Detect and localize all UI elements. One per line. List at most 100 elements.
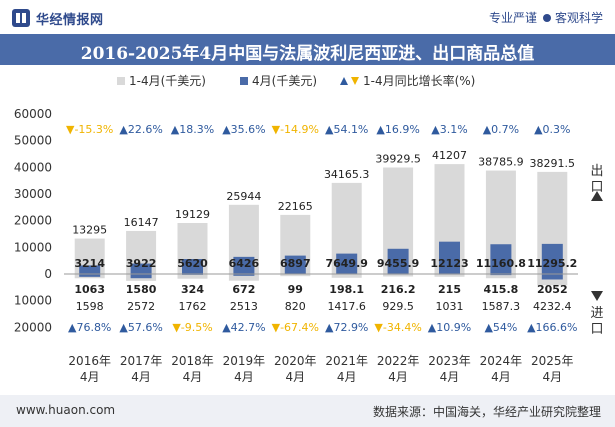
import-april-bar [130,274,152,279]
y-tick-label: 30000 [14,187,52,201]
export-growth-label: ▲35.6% [222,123,265,136]
import-cumulative-bar [177,274,208,279]
import-cumulative-label: 1598 [76,300,104,313]
import-growth-label: ▲72.9% [325,321,368,334]
chart-title: 2016-2025年4月中国与法属波利尼西亚进、出口商品总值 [80,44,535,64]
import-growth-label: ▲10.9% [428,321,471,334]
export-cumulative-label: 38291.5 [530,157,576,170]
export-cumulative-label: 34165.3 [324,168,370,181]
export-april-label: 7649.9 [325,257,367,270]
y-tick-label: 50000 [14,134,52,148]
import-april-bar [233,274,255,276]
export-april-bar [182,259,203,274]
side-label-import-char2: 口 [590,322,603,337]
export-april-bar [336,253,358,274]
export-growth-label: ▲22.6% [119,123,162,136]
import-cumulative-bar [537,274,568,286]
export-cumulative-label: 38785.9 [478,156,524,169]
y-tick-label: 0 [44,267,52,281]
import-growth-label: ▲76.8% [68,321,111,334]
legend-label-growth: 1-4月同比增长率(%) [363,73,475,88]
import-growth-label: ▲57.6% [119,321,162,334]
x-tick-label-year: 2022年 [377,354,420,368]
export-cumulative-label: 16147 [124,216,159,229]
x-tick-label-year: 2021年 [325,354,368,368]
export-cumulative-label: 41207 [432,149,467,162]
import-cumulative-label: 1587.3 [482,300,521,313]
legend-swatch-april [240,77,248,85]
chart: 1-4月(千美元) 4月(千美元) 1-4月同比增长率(%) 60000 50000 40… [14,73,604,384]
y-tick-label: 20000 [14,320,52,334]
x-tick-label-year: 2025年 [531,354,574,368]
import-cumulative-bar [383,274,414,277]
x-tick-label-year: 2018年 [171,354,214,368]
import-cumulative-bar [331,274,362,278]
export-april-bar [387,248,409,274]
export-april-bar [79,265,101,274]
import-down-arrow-icon [591,291,603,301]
import-cumulative-label: 929.5 [382,300,414,313]
export-april-label: 3214 [74,257,105,270]
export-april-bar [541,243,563,274]
export-april-bar [490,244,512,274]
import-growth-label: ▲166.6% [527,321,577,334]
export-april-label: 11160.8 [476,257,526,270]
slogan-right: 客观科学 [554,11,603,25]
import-april-label: 1580 [126,283,157,296]
y-tick-label: 20000 [14,214,52,228]
x-tick-label-month: 4月 [234,370,254,384]
y-tick-label: 10000 [14,294,52,308]
title-bar: 2016-2025年4月中国与法属波利尼西亚进、出口商品总值 [0,34,615,65]
footer: www.huaon.com 数据来源：中国海关，华经产业研究院整理 [0,395,615,427]
x-tick-label-month: 4月 [80,370,100,384]
export-april-bar [439,241,460,274]
import-april-label: 99 [288,283,303,296]
slogan-dot-icon [542,14,551,22]
export-april-label: 9455.9 [377,257,419,270]
import-cumulative-label: 1417.6 [327,300,366,313]
import-april-label: 215 [438,283,461,296]
y-tick-label: 40000 [14,160,52,174]
side-label-export-char2: 口 [590,180,603,195]
import-april-label: 216.2 [381,283,416,296]
export-april-label: 5620 [177,257,208,270]
export-april-bar [130,263,152,274]
legend-triangle-up-icon [340,77,348,85]
export-april-bar [284,255,306,274]
import-cumulative-label: 2572 [127,300,155,313]
import-april-bar [79,274,101,277]
top-bar: 华经情报网 专业严谨 客观科学 [0,0,615,34]
import-april-label: 324 [181,283,204,296]
import-cumulative-bar [228,274,259,281]
y-tick-label: 60000 [14,107,52,121]
import-april-bar [541,274,563,280]
legend-swatch-cumulative [117,77,125,85]
export-april-label: 6897 [280,257,311,270]
import-april-label: 2052 [537,283,568,296]
export-growth-label: ▲16.9% [376,123,419,136]
x-tick-label-year: 2024年 [480,354,523,368]
export-cumulative-label: 22165 [278,200,313,213]
export-april-bar [233,256,255,274]
export-growth-label: ▲18.3% [171,123,214,136]
import-cumulative-bar [280,274,311,277]
x-tick-label-year: 2017年 [120,354,163,368]
export-cumulative-label: 19129 [175,208,210,221]
export-april-label: 12123 [430,257,468,270]
export-april-label: 6426 [229,257,260,270]
export-growth-label: ▼-15.3% [66,123,113,136]
export-growth-label: ▲0.7% [483,123,519,136]
export-cumulative-label: 13295 [72,224,107,237]
export-growth-label: ▲3.1% [431,123,467,136]
x-tick-label-month: 4月 [337,370,357,384]
x-tick-label-month: 4月 [440,370,460,384]
huajing-logo-icon [12,9,30,27]
x-tick-label-year: 2016年 [68,354,111,368]
import-april-label: 1063 [74,283,105,296]
import-cumulative-label: 1762 [179,300,207,313]
export-cumulative-label: 25944 [226,190,261,203]
import-cumulative-label: 2513 [230,300,258,313]
x-tick-label-year: 2020年 [274,354,317,368]
import-growth-label: ▼-9.5% [172,321,212,334]
legend-label-april: 4月(千美元) [252,74,317,88]
